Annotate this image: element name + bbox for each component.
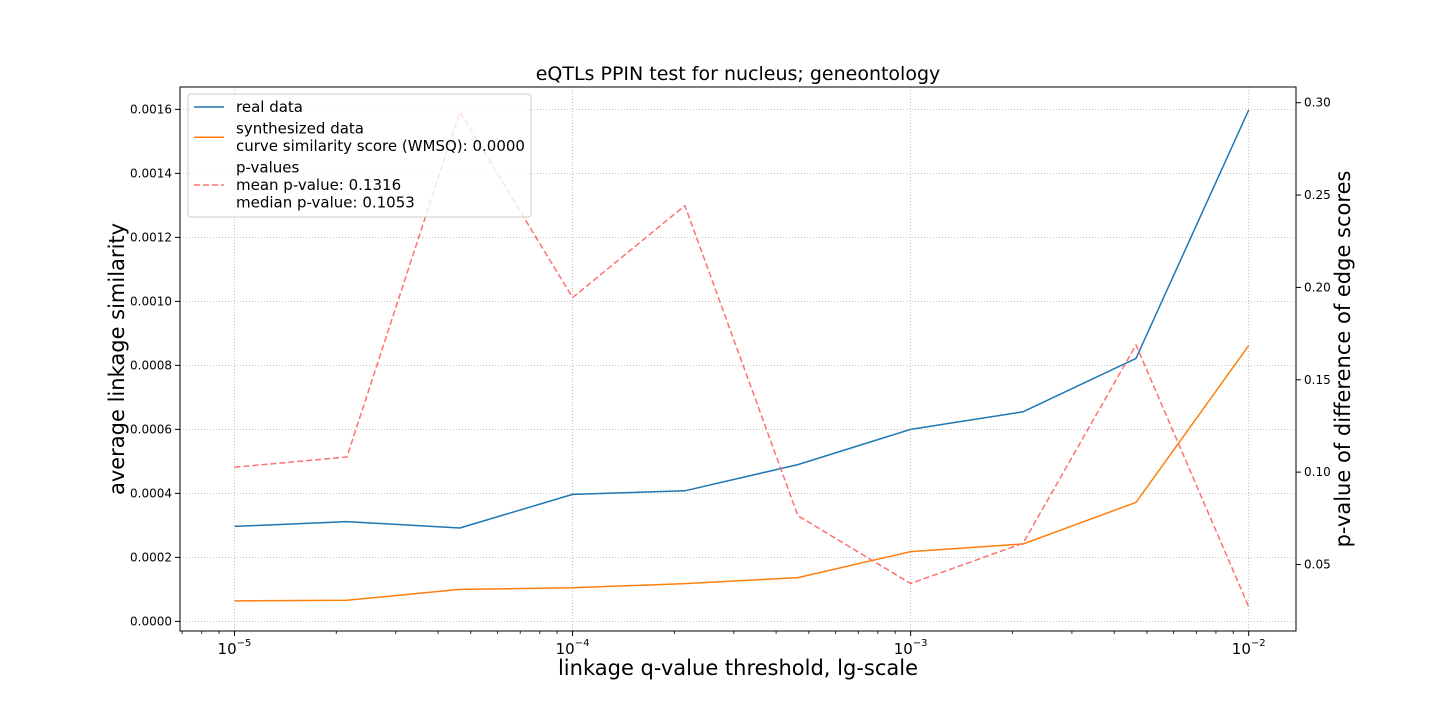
x-axis: 10−5 10−4 10−3 10−2 [181,631,1266,658]
y-axis-label: average linkage similarity [105,223,129,495]
y-tick-label: 0.0002 [130,550,172,564]
legend-label: synthesized data [236,120,364,138]
legend-label: median p-value: 0.1053 [236,194,415,212]
legend-box [187,93,532,218]
y2-axis-label: p-value of difference of edge scores [1331,171,1355,548]
legend-label: real data [236,98,303,116]
y-tick-label: 0.0006 [130,422,172,436]
y-tick-label: 0.0014 [130,166,172,180]
y-tick-label: 0.0016 [130,102,172,116]
series-line-1 [234,345,1250,602]
y2-tick-label: 0.15 [1304,373,1331,387]
series-lines [234,109,1250,608]
y2-tick-label: 0.10 [1304,465,1331,479]
y2-tick-label: 0.05 [1304,558,1331,572]
series-line-2 [234,111,1250,608]
x-tick-label: 10−2 [1232,638,1266,658]
x-tick-label: 10−5 [218,638,252,658]
y-tick-label: 0.0000 [130,614,172,628]
legend-label: p-values [236,159,300,177]
y-axis-right: 0.05 0.10 0.15 0.20 0.25 0.30 [1296,96,1331,572]
x-tick-label: 10−4 [556,638,590,658]
y-tick-label: 0.0012 [130,230,172,244]
x-tick-label: 10−3 [894,638,928,658]
y-axis-left: 0.0000 0.0002 0.0004 0.0006 0.0008 0.0010 0.00… [130,102,180,628]
legend-label: mean p-value: 0.1316 [236,176,401,194]
y-tick-label: 0.0008 [130,358,172,372]
y-tick-label: 0.0004 [130,486,172,500]
y-tick-label: 0.0010 [130,294,172,308]
x-axis-label: linkage q-value threshold, lg-scale [558,656,918,680]
legend-label: curve similarity score (WMSQ): 0.0000 [236,137,525,155]
y2-tick-label: 0.30 [1304,96,1331,110]
chart-title: eQTLs PPIN test for nucleus; geneontolog… [536,63,941,85]
plot-frame [179,86,1297,632]
y2-tick-label: 0.25 [1304,188,1331,202]
series-line-0 [234,109,1250,529]
y2-tick-label: 0.20 [1304,280,1331,294]
